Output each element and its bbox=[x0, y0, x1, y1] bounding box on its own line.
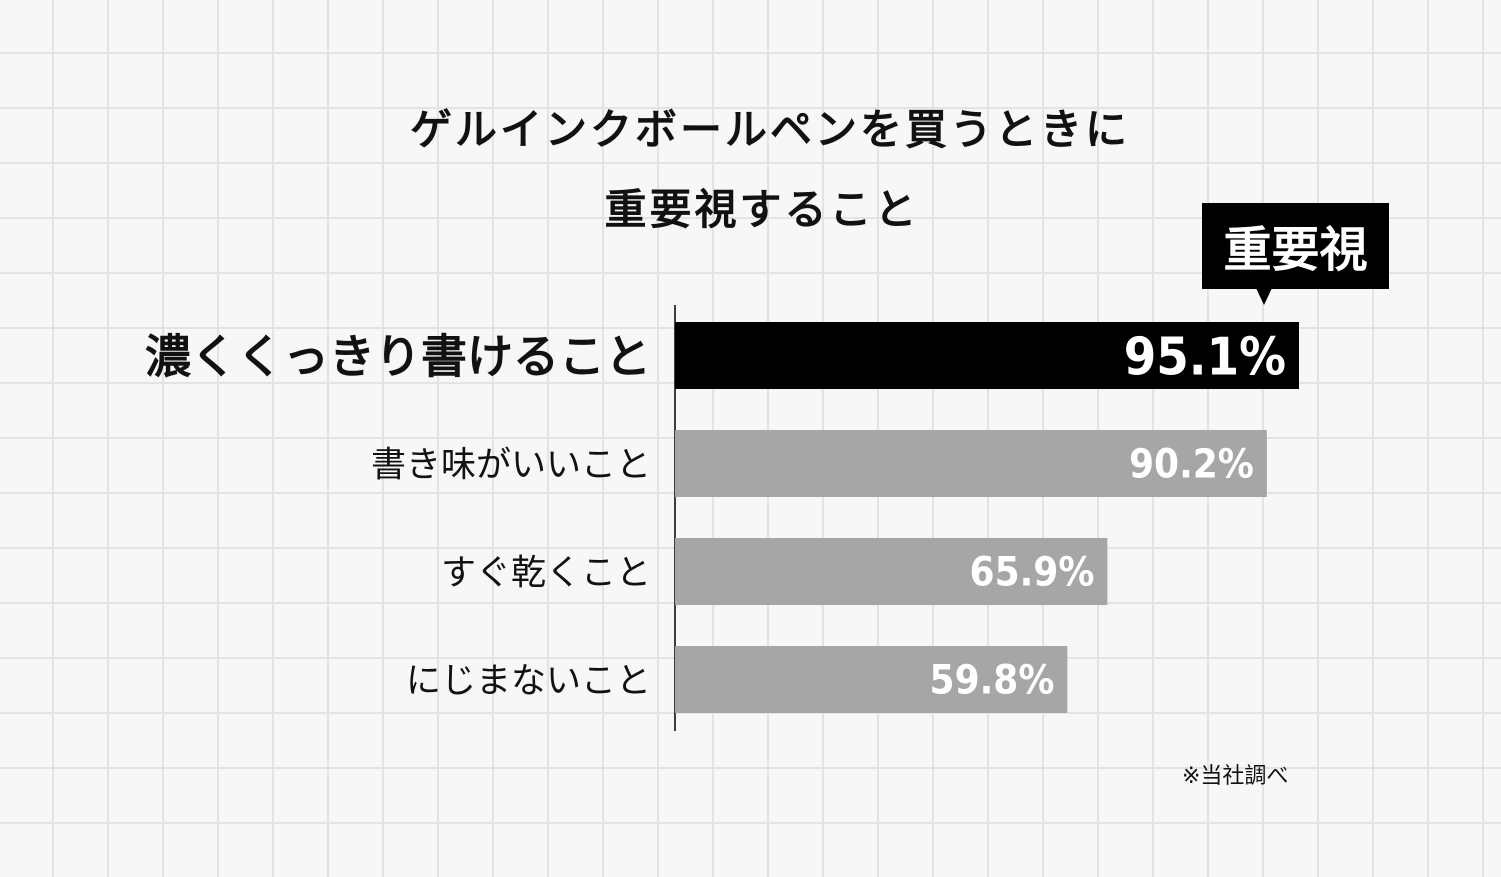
category-label-4: にじまないこと bbox=[406, 662, 651, 702]
bar-3 bbox=[675, 538, 1108, 605]
source-note: ※当社調べ bbox=[1182, 764, 1289, 789]
callout-box bbox=[1202, 203, 1389, 289]
bar-4 bbox=[675, 646, 1068, 713]
value-label-3: 65.9% bbox=[970, 550, 1095, 596]
value-label-2: 90.2% bbox=[1129, 442, 1254, 488]
chart-title-line1: ゲルインクボールペンを買うときに bbox=[409, 105, 1130, 154]
bar-2 bbox=[675, 430, 1267, 497]
category-label-1: 濃くくっきり書けること bbox=[145, 330, 651, 384]
category-label-3: すぐ乾くこと bbox=[441, 554, 651, 594]
bar-1 bbox=[675, 322, 1299, 389]
value-label-4: 59.8% bbox=[930, 658, 1055, 704]
callout-label: 重要視 bbox=[1223, 222, 1367, 278]
callout-pointer bbox=[1256, 288, 1272, 305]
category-label-2: 書き味がいいこと bbox=[371, 446, 651, 486]
chart-title-line2: 重要視すること bbox=[604, 185, 920, 234]
value-label-1: 95.1% bbox=[1124, 328, 1286, 388]
